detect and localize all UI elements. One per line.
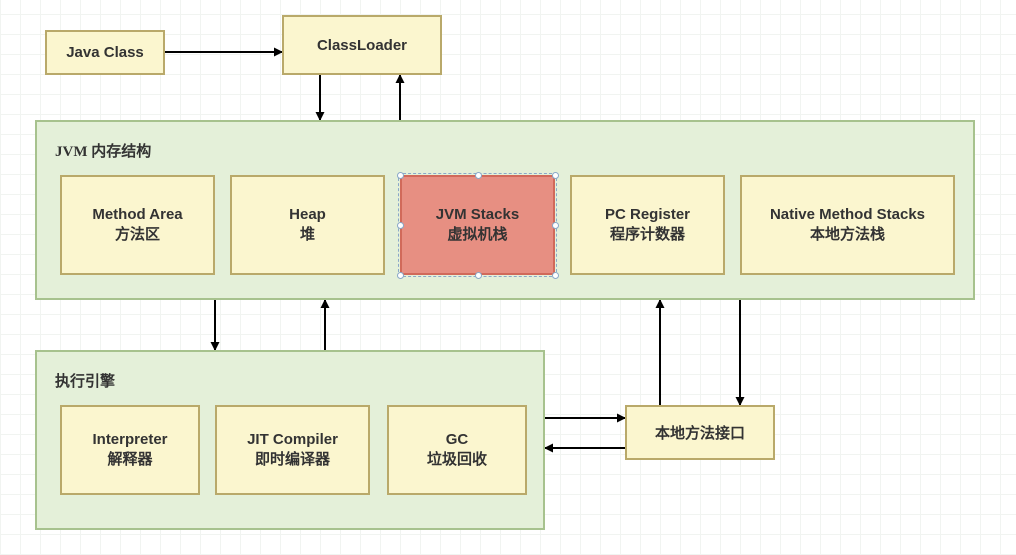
node-label-cn-nativestack: 本地方法栈 — [810, 223, 885, 244]
node-label-cn-interpreter: 解释器 — [107, 448, 152, 469]
node-label-en-pcregister: PC Register — [605, 206, 690, 223]
node-label-cn-pcregister: 程序计数器 — [610, 223, 685, 244]
node-label-en-javaclass: Java Class — [66, 44, 144, 61]
node-label-en-classloader: ClassLoader — [317, 37, 407, 54]
node-label-cn-methodarea: 方法区 — [115, 223, 160, 244]
node-label-en-jit: JIT Compiler — [247, 431, 338, 448]
diagram-canvas: JVM 内存结构执行引擎 Java Class ClassLoader Method … — [0, 0, 1016, 555]
selection-handle[interactable] — [475, 172, 482, 179]
node-jit: JIT Compiler即时编译器 — [215, 405, 370, 495]
node-label-en-interpreter: Interpreter — [92, 431, 167, 448]
selection-handle[interactable] — [552, 272, 559, 279]
node-label-en-heap: Heap — [289, 206, 326, 223]
node-label-en-nativestack: Native Method Stacks — [770, 206, 925, 223]
node-pcregister: PC Register程序计数器 — [570, 175, 725, 275]
container-title-mem: JVM 内存结构 — [55, 140, 151, 161]
container-title-exec: 执行引擎 — [55, 370, 115, 391]
node-gc: GC垃圾回收 — [387, 405, 527, 495]
node-interpreter: Interpreter解释器 — [60, 405, 200, 495]
node-label-cn-jit: 即时编译器 — [255, 448, 330, 469]
selection-handle[interactable] — [552, 172, 559, 179]
node-methodarea: Method Area方法区 — [60, 175, 215, 275]
node-label-en-gc: GC — [446, 431, 469, 448]
selection-handle[interactable] — [552, 222, 559, 229]
node-nativeif: 本地方法接口 — [625, 405, 775, 460]
node-label-cn-heap: 堆 — [300, 223, 315, 244]
node-heap: Heap堆 — [230, 175, 385, 275]
selection-handle[interactable] — [397, 272, 404, 279]
node-classloader: ClassLoader — [282, 15, 442, 75]
node-label-en-methodarea: Method Area — [92, 206, 182, 223]
node-label-cn-nativeif: 本地方法接口 — [655, 422, 745, 443]
node-javaclass: Java Class — [45, 30, 165, 75]
selection-handle[interactable] — [475, 272, 482, 279]
node-label-cn-gc: 垃圾回收 — [427, 448, 487, 469]
selection-outline — [398, 173, 557, 277]
node-nativestack: Native Method Stacks本地方法栈 — [740, 175, 955, 275]
selection-handle[interactable] — [397, 172, 404, 179]
selection-handle[interactable] — [397, 222, 404, 229]
